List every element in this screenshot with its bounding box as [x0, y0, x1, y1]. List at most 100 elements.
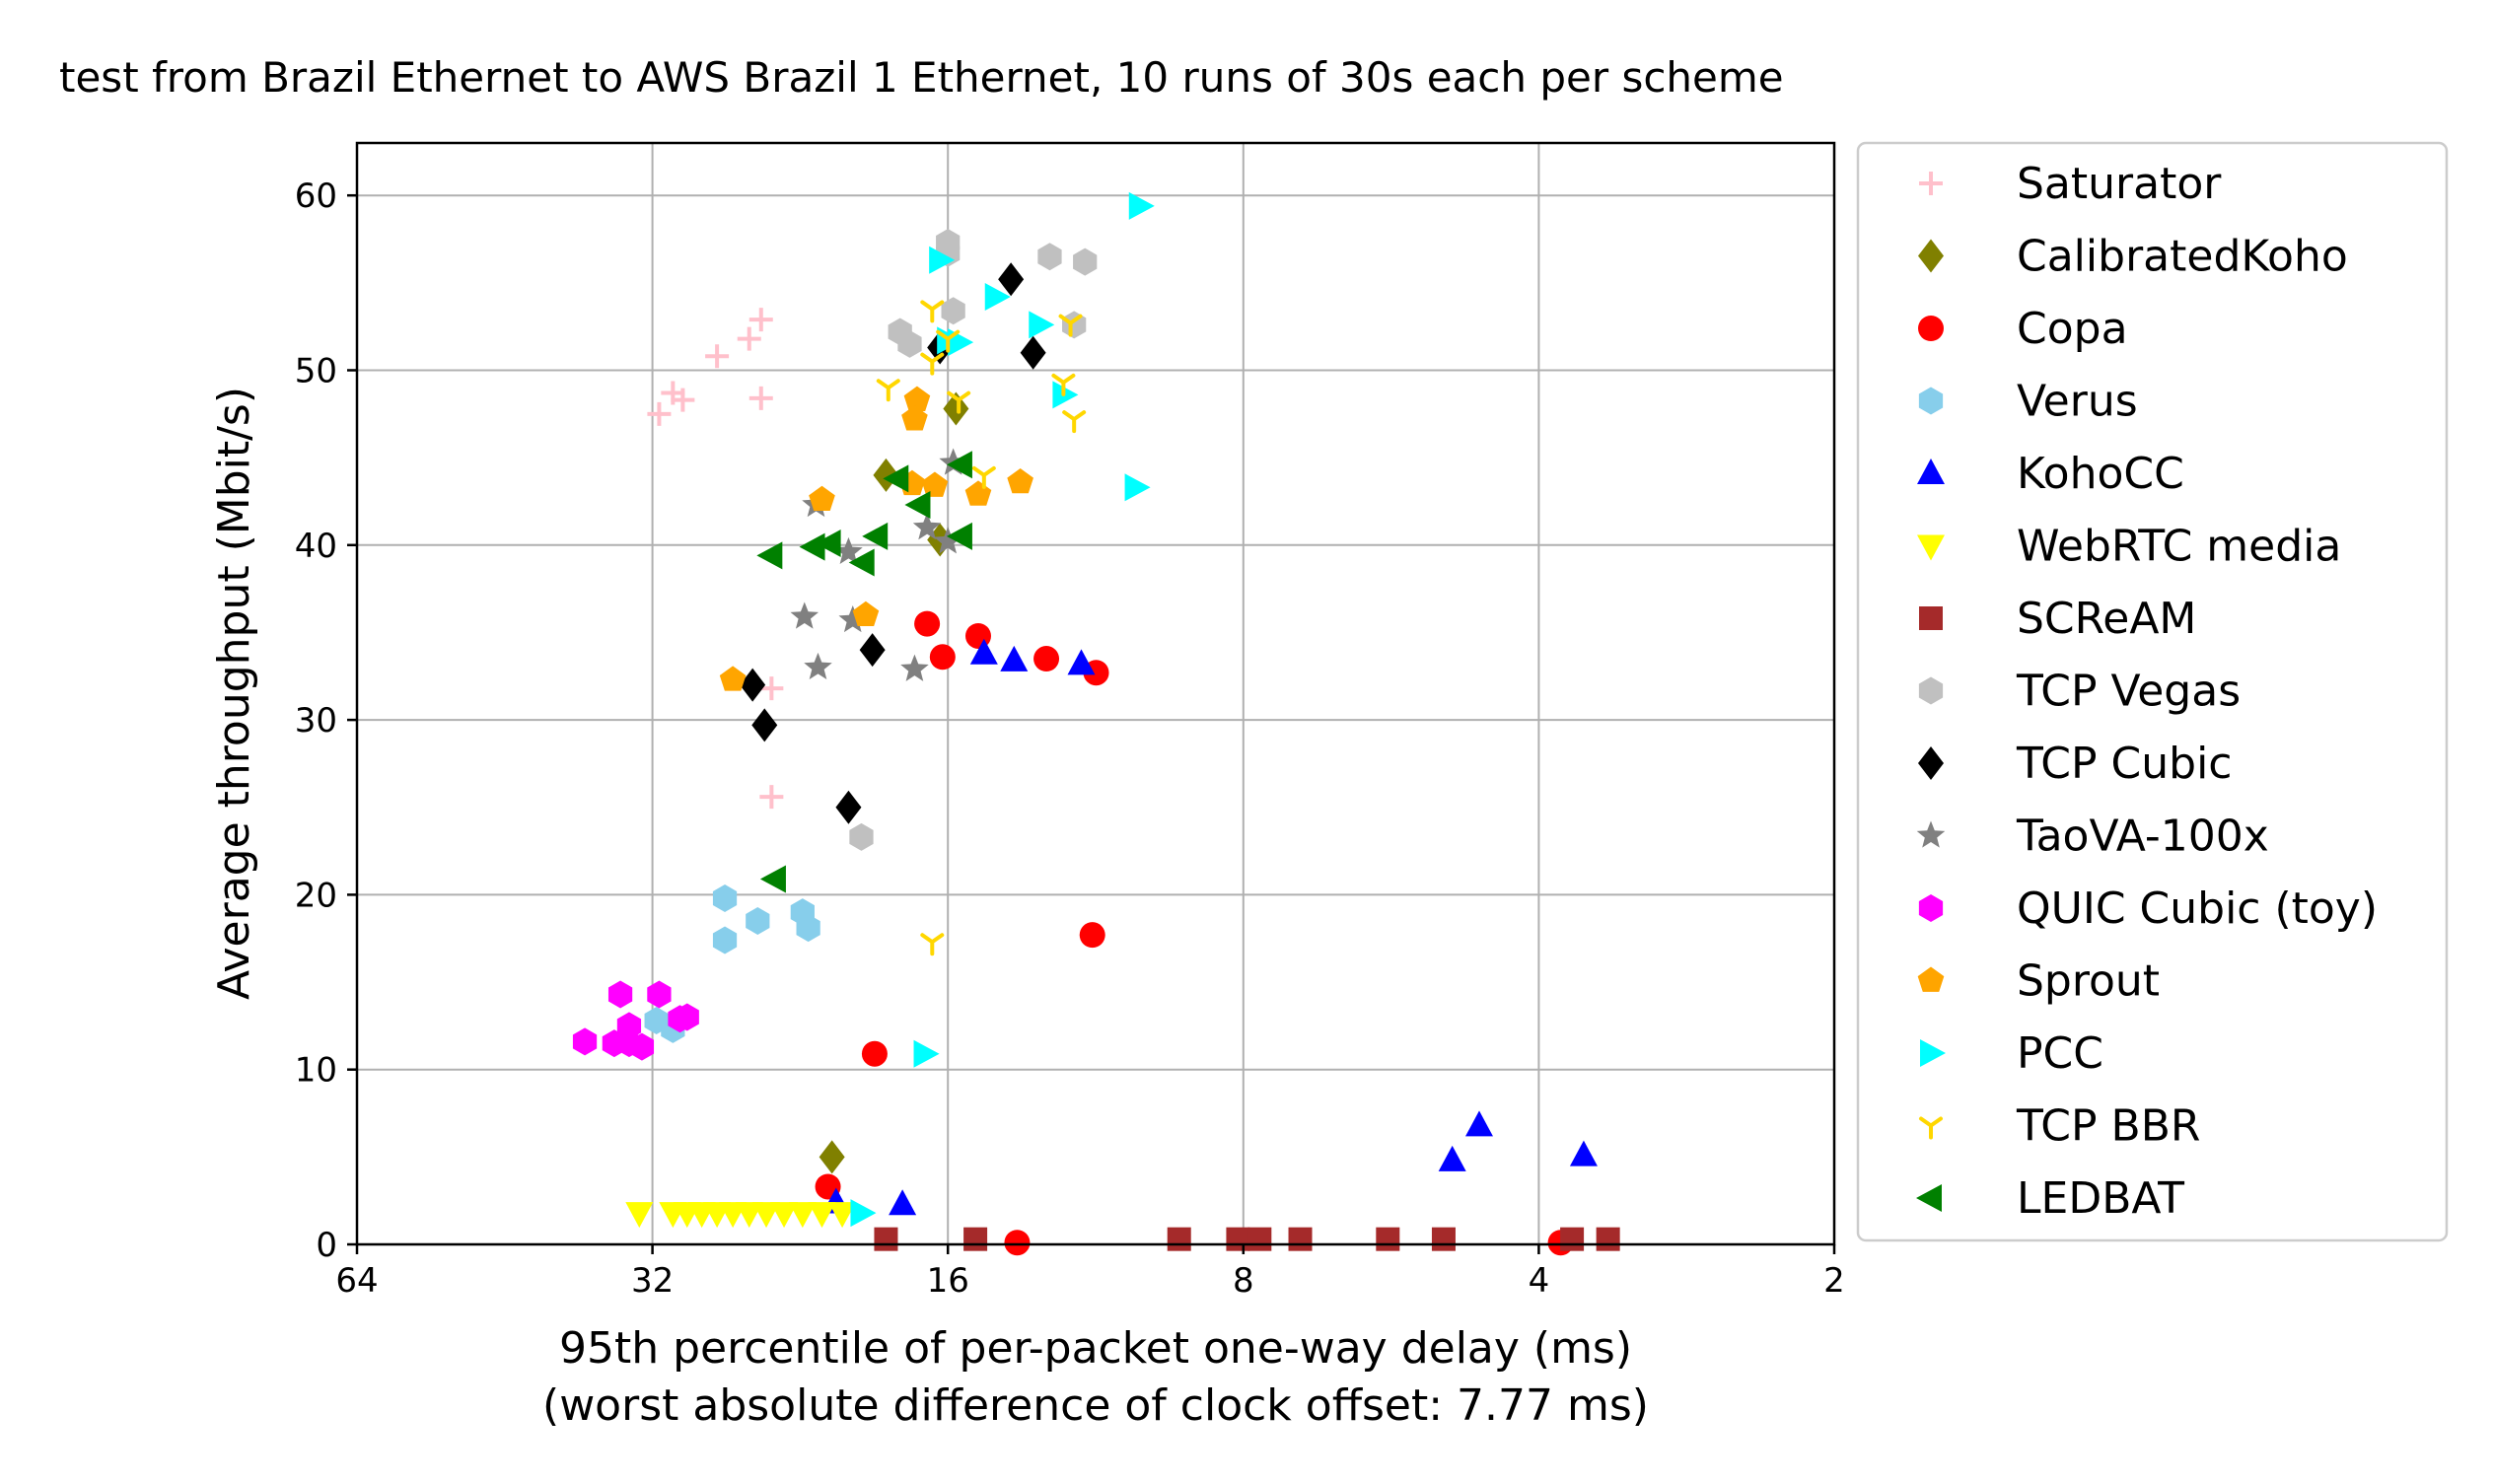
data-point-webrtc-media [808, 1202, 836, 1229]
legend-label-webrtc-media: WebRTC media [2017, 522, 2341, 572]
data-point-saturator [748, 308, 773, 332]
legend-label-pcc: PCC [2017, 1028, 2103, 1079]
series-pcc [850, 191, 1155, 1228]
data-point-taova-100x [900, 654, 929, 681]
data-point-tcp-bbr [920, 352, 945, 376]
data-point-quic-cubic-toy [572, 1027, 598, 1056]
y-axis-ticks: 0 10 20 30 40 50 60 [295, 177, 357, 1265]
data-point-sprout [964, 480, 992, 506]
data-point-verus [746, 906, 770, 935]
data-point-quic-cubic-toy [629, 1032, 655, 1061]
legend-marker-scream [1919, 606, 1943, 630]
legend-label-taova-100x: TaoVA-100x [2016, 812, 2269, 862]
data-point-quic-cubic-toy [607, 980, 633, 1009]
legend-label-calibratedkoho: CalibratedKoho [2017, 232, 2348, 282]
data-point-kohocc [969, 638, 998, 665]
y-tick-label: 30 [295, 701, 337, 741]
data-point-pcc [1124, 473, 1151, 502]
data-points [572, 191, 1620, 1256]
x-axis-label-secondary: (worst absolute difference of clock offs… [542, 1380, 1649, 1431]
data-point-pcc [1029, 311, 1055, 339]
data-point-ledbat [848, 548, 875, 577]
data-point-tcp-cubic [740, 668, 766, 702]
data-point-verus [712, 926, 738, 954]
data-point-tcp-cubic [859, 633, 886, 668]
legend-marker-taova-100x [1916, 820, 1946, 848]
data-point-scream [1247, 1227, 1272, 1251]
data-point-copa [929, 644, 956, 671]
x-tick-label: 32 [631, 1261, 674, 1301]
series-saturator [647, 308, 784, 810]
data-point-scream [1226, 1227, 1250, 1251]
data-point-calibratedkoho [943, 391, 969, 426]
data-point-tcp-vegas [849, 822, 874, 851]
data-point-tcp-bbr [876, 379, 900, 402]
data-point-ledbat [759, 865, 786, 893]
data-point-kohocc [1569, 1140, 1598, 1166]
legend-marker-ledbat [1916, 1184, 1942, 1212]
legend-label-kohocc: KohoCC [2017, 449, 2184, 499]
data-point-pcc [929, 246, 956, 274]
y-tick-label: 20 [295, 876, 337, 915]
legend-label-tcp-cubic: TCP Cubic [2016, 739, 2233, 789]
data-point-scream [963, 1227, 988, 1251]
data-point-tcp-bbr [1062, 410, 1087, 434]
data-point-tcp-bbr [1051, 373, 1076, 396]
data-point-tcp-cubic [751, 708, 778, 742]
data-point-sprout [719, 666, 747, 691]
y-tick-label: 0 [316, 1226, 337, 1265]
x-axis-label: 95th percentile of per-packet one-way de… [559, 1323, 1632, 1374]
data-point-saturator [737, 326, 761, 351]
data-point-saturator [759, 785, 784, 810]
data-point-saturator [759, 676, 784, 701]
data-point-scream [1596, 1227, 1620, 1251]
legend-label-quic-cubic-toy: QUIC Cubic (toy) [2017, 883, 2378, 934]
data-point-ledbat [862, 522, 889, 550]
data-point-taova-100x [933, 527, 962, 554]
y-tick-label: 10 [295, 1051, 337, 1091]
legend-label-saturator: Saturator [2017, 159, 2222, 209]
y-axis-label: Average throughput (Mbit/s) [209, 387, 259, 1000]
data-point-saturator [748, 386, 773, 410]
data-point-tcp-bbr [1058, 314, 1083, 337]
data-point-scream [1288, 1227, 1313, 1251]
legend-label-ledbat: LEDBAT [2017, 1173, 2184, 1224]
data-point-ledbat [756, 541, 783, 570]
data-point-scream [1167, 1227, 1191, 1251]
legend-label-tcp-vegas: TCP Vegas [2016, 667, 2241, 717]
legend-label-scream: SCReAM [2017, 594, 2196, 644]
legend-label-copa: Copa [2017, 304, 2128, 354]
data-point-ledbat [883, 464, 909, 493]
data-point-scream [874, 1227, 898, 1251]
y-tick-label: 50 [295, 351, 337, 390]
data-point-tcp-vegas [1037, 243, 1062, 271]
data-point-pcc [984, 283, 1011, 312]
data-point-tcp-cubic [1020, 335, 1046, 370]
data-point-quic-cubic-toy [647, 980, 672, 1009]
data-point-pcc [913, 1039, 940, 1068]
data-point-copa [1079, 922, 1105, 949]
data-point-pcc [850, 1199, 877, 1228]
data-point-quic-cubic-toy [675, 1003, 699, 1031]
legend-label-sprout: Sprout [2017, 956, 2160, 1007]
data-point-sprout [901, 405, 928, 431]
legend: Saturator CalibratedKoho Copa Verus KohoCC We… [1856, 141, 2449, 1242]
data-point-pcc [1052, 381, 1079, 409]
legend-marker-sprout [1917, 966, 1945, 992]
series-kohocc [821, 638, 1598, 1216]
data-point-taova-100x [834, 536, 863, 565]
legend-marker-tcp-bbr [1919, 1116, 1943, 1140]
x-tick-label: 4 [1529, 1261, 1550, 1301]
series-calibratedkoho [819, 391, 969, 1174]
data-point-kohocc [1000, 645, 1029, 671]
data-point-quic-cubic-toy [616, 1012, 642, 1040]
data-point-tcp-bbr [936, 329, 961, 353]
data-point-tcp-bbr [920, 300, 945, 323]
data-point-tcp-vegas [897, 329, 922, 358]
data-point-webrtc-media [828, 1202, 857, 1229]
data-point-scream [1431, 1227, 1456, 1251]
legend-marker-tcp-vegas [1918, 676, 1944, 705]
legend-marker-copa [1918, 316, 1944, 341]
data-point-kohocc [889, 1189, 917, 1216]
data-point-tcp-bbr [971, 465, 996, 489]
